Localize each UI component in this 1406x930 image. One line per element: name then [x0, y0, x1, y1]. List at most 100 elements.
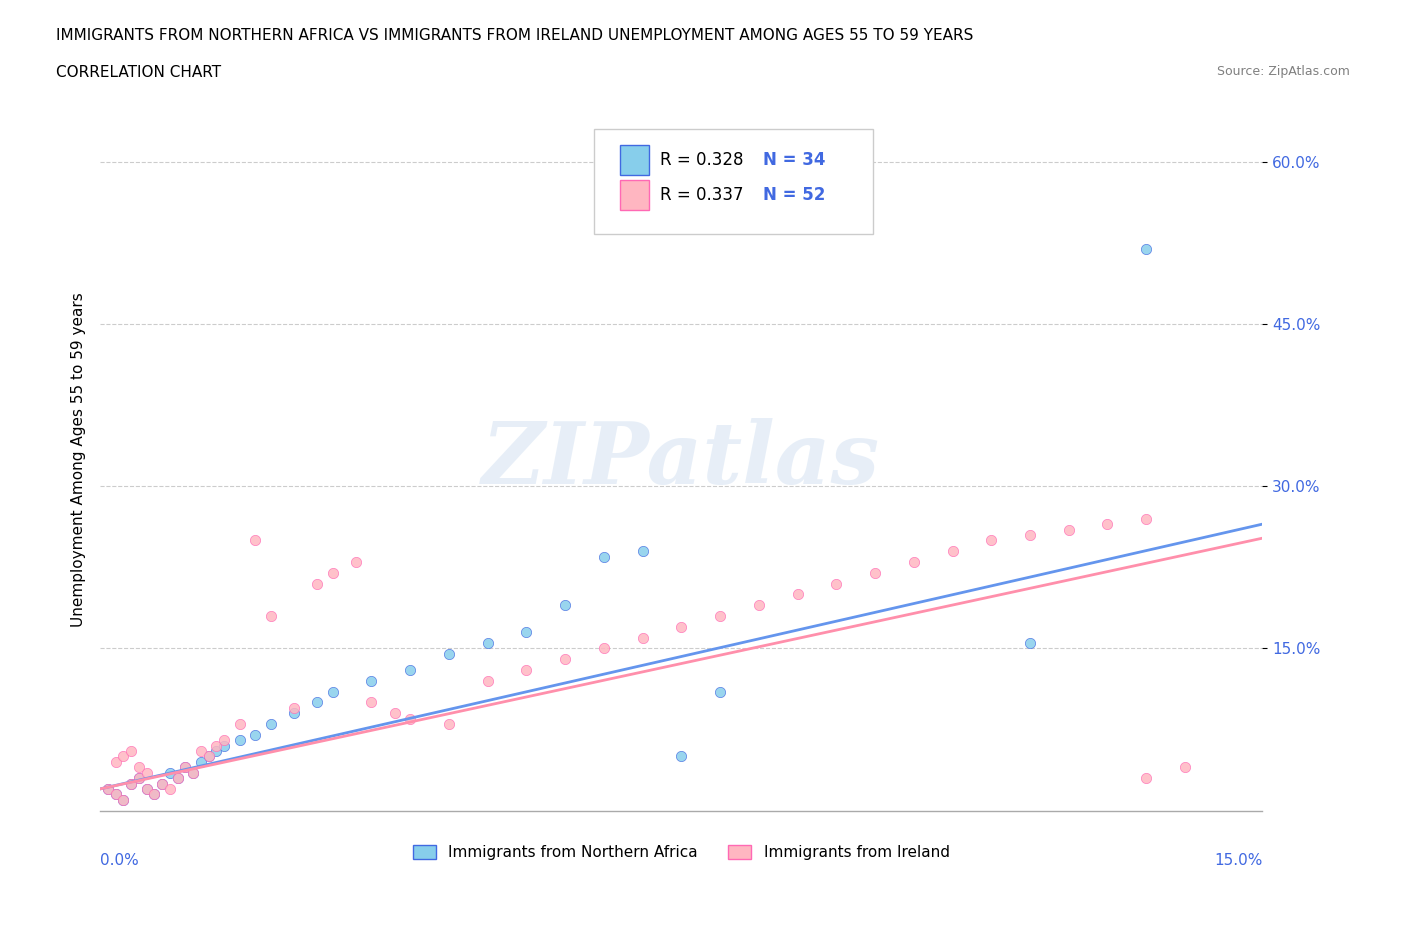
Point	[128, 760, 150, 775]
Point	[903, 554, 925, 569]
Point	[259, 608, 281, 623]
Point	[786, 587, 808, 602]
Point	[104, 787, 127, 802]
Text: R = 0.328: R = 0.328	[661, 151, 744, 169]
Point	[150, 776, 173, 790]
Point	[205, 744, 228, 759]
Point	[980, 533, 1002, 548]
Point	[135, 781, 157, 796]
Point	[283, 706, 305, 721]
Point	[150, 776, 173, 790]
Point	[112, 749, 135, 764]
Point	[243, 727, 266, 742]
Point	[399, 662, 422, 677]
Point	[1135, 771, 1157, 786]
Text: 0.0%: 0.0%	[100, 853, 139, 868]
Text: ZIPatlas: ZIPatlas	[482, 418, 880, 501]
Point	[135, 781, 157, 796]
Point	[515, 625, 537, 640]
Point	[709, 608, 731, 623]
Point	[243, 533, 266, 548]
Point	[128, 771, 150, 786]
Point	[477, 673, 499, 688]
Point	[174, 760, 197, 775]
Point	[228, 717, 250, 732]
Point	[515, 662, 537, 677]
Point	[322, 684, 344, 699]
Point	[592, 549, 614, 564]
Point	[709, 684, 731, 699]
Legend: Immigrants from Northern Africa, Immigrants from Ireland: Immigrants from Northern Africa, Immigra…	[406, 839, 956, 866]
Point	[748, 598, 770, 613]
Point	[437, 646, 460, 661]
Point	[1097, 517, 1119, 532]
Point	[197, 749, 219, 764]
Point	[120, 776, 142, 790]
Point	[592, 641, 614, 656]
Point	[1019, 635, 1042, 650]
Point	[384, 706, 406, 721]
Point	[1174, 760, 1197, 775]
Point	[399, 711, 422, 726]
Point	[120, 744, 142, 759]
Point	[671, 619, 693, 634]
Point	[190, 754, 212, 769]
Point	[104, 754, 127, 769]
Point	[197, 749, 219, 764]
Point	[554, 652, 576, 667]
Point	[181, 765, 204, 780]
Point	[1057, 522, 1080, 537]
Point	[166, 771, 188, 786]
Point	[228, 733, 250, 748]
Point	[1135, 512, 1157, 526]
Point	[322, 565, 344, 580]
Point	[120, 776, 142, 790]
Point	[112, 792, 135, 807]
FancyBboxPatch shape	[595, 129, 873, 234]
Point	[212, 738, 235, 753]
Point	[1135, 241, 1157, 256]
Point	[825, 576, 848, 591]
Point	[135, 765, 157, 780]
Point	[283, 700, 305, 715]
Point	[128, 771, 150, 786]
Point	[143, 787, 166, 802]
Point	[344, 554, 367, 569]
Point	[437, 717, 460, 732]
Point	[671, 749, 693, 764]
Y-axis label: Unemployment Among Ages 55 to 59 years: Unemployment Among Ages 55 to 59 years	[72, 292, 86, 627]
Text: N = 52: N = 52	[762, 186, 825, 204]
FancyBboxPatch shape	[620, 180, 648, 210]
Point	[97, 781, 120, 796]
Point	[190, 744, 212, 759]
Point	[97, 781, 120, 796]
Point	[631, 544, 654, 559]
Point	[307, 695, 329, 710]
Point	[863, 565, 886, 580]
Text: IMMIGRANTS FROM NORTHERN AFRICA VS IMMIGRANTS FROM IRELAND UNEMPLOYMENT AMONG AG: IMMIGRANTS FROM NORTHERN AFRICA VS IMMIG…	[56, 28, 973, 43]
Point	[259, 717, 281, 732]
Point	[143, 787, 166, 802]
Point	[174, 760, 197, 775]
Point	[159, 781, 181, 796]
Point	[205, 738, 228, 753]
Point	[104, 787, 127, 802]
Text: Source: ZipAtlas.com: Source: ZipAtlas.com	[1216, 65, 1350, 78]
Point	[360, 695, 382, 710]
Point	[181, 765, 204, 780]
Point	[166, 771, 188, 786]
Point	[554, 598, 576, 613]
Point	[212, 733, 235, 748]
Point	[1019, 527, 1042, 542]
Point	[307, 576, 329, 591]
Point	[159, 765, 181, 780]
Text: N = 34: N = 34	[762, 151, 825, 169]
Text: CORRELATION CHART: CORRELATION CHART	[56, 65, 221, 80]
Text: 15.0%: 15.0%	[1215, 853, 1263, 868]
Point	[112, 792, 135, 807]
Point	[360, 673, 382, 688]
Text: R = 0.337: R = 0.337	[661, 186, 744, 204]
Point	[941, 544, 963, 559]
FancyBboxPatch shape	[620, 145, 648, 175]
Point	[477, 635, 499, 650]
